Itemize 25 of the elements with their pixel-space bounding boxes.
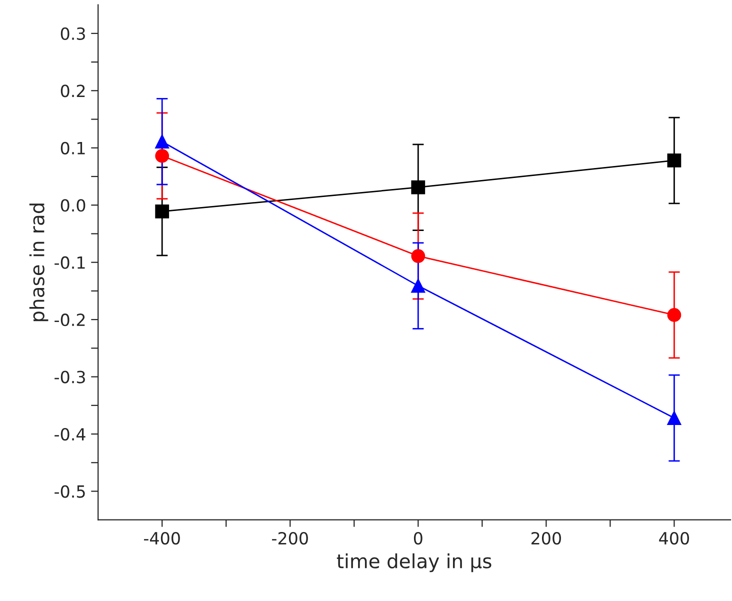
y-tick-label: -0.1 xyxy=(54,256,85,269)
point xyxy=(411,278,426,293)
y-tick-label: 0.1 xyxy=(60,142,85,154)
point xyxy=(667,411,682,425)
point xyxy=(667,308,682,322)
y-tick-label: 0.0 xyxy=(60,199,86,212)
point xyxy=(667,154,682,168)
x-tick-label: 0 xyxy=(414,532,422,545)
point xyxy=(411,249,426,263)
y-tick-label: -0.5 xyxy=(54,485,85,498)
point xyxy=(411,180,426,194)
x-tick-label: 200 xyxy=(531,532,561,545)
point xyxy=(155,204,170,218)
y-tick-label: -0.4 xyxy=(54,428,86,441)
y-tick-label: -0.2 xyxy=(54,314,85,326)
y-tick-label: -0.3 xyxy=(54,370,85,384)
point xyxy=(155,148,170,163)
x-axis-title: time delay in µs xyxy=(336,553,492,572)
x-tick-label: -400 xyxy=(144,532,180,545)
y-axis-title: phase in rad xyxy=(29,204,48,322)
point xyxy=(155,134,170,149)
x-tick-label: -200 xyxy=(272,532,308,545)
y-tick-label: 0.3 xyxy=(60,27,85,40)
y-tick-label: 0.2 xyxy=(60,84,85,98)
x-tick-label: 400 xyxy=(659,532,690,545)
